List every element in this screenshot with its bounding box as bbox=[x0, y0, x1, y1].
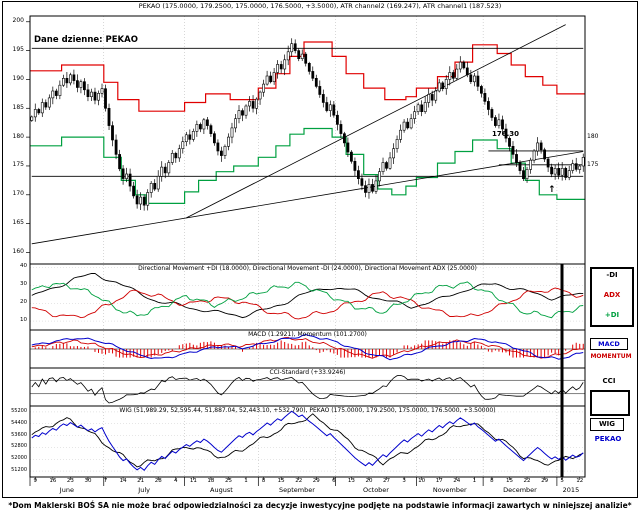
day-tick-label: 17 bbox=[435, 477, 443, 484]
wig-ytick: 55200 bbox=[11, 407, 27, 414]
day-tick-label: 18 bbox=[207, 477, 215, 484]
day-tick-label: 16 bbox=[49, 477, 57, 484]
wig-legend-box bbox=[590, 418, 624, 431]
data-series-label: Dane dzienne: PEKAO bbox=[34, 35, 138, 45]
day-tick-label: 4 bbox=[174, 477, 178, 484]
day-tick-label: 22 bbox=[523, 477, 531, 484]
day-tick-label: 13 bbox=[347, 477, 355, 484]
day-tick-label: 29 bbox=[541, 477, 549, 484]
day-tick-label: 30 bbox=[84, 477, 92, 484]
wig-ytick: 53600 bbox=[11, 431, 27, 438]
wig-ytick: 52800 bbox=[11, 443, 27, 450]
price-ytick: 160 bbox=[12, 247, 24, 255]
day-tick-label: 14 bbox=[119, 477, 127, 484]
day-tick-label: 7 bbox=[103, 477, 108, 484]
price-ytick: 165 bbox=[12, 219, 24, 227]
price-ytick: 185 bbox=[12, 103, 24, 111]
up-arrow-marker: ↑ bbox=[548, 185, 556, 195]
day-tick-label: 8 bbox=[490, 477, 494, 484]
price-ytick: 170 bbox=[12, 190, 24, 198]
price-ytick: 180 bbox=[12, 132, 24, 140]
disclaimer: *Dom Maklerski BOŚ SA nie może brać odpo… bbox=[8, 501, 632, 510]
day-tick-label: 15 bbox=[277, 477, 285, 484]
cci-panel-title: CCI-Standard (+33.9246) bbox=[269, 368, 346, 376]
price-right-label: 175 bbox=[587, 161, 599, 169]
day-tick-label: 25 bbox=[224, 477, 232, 484]
month-label: October bbox=[362, 486, 389, 494]
day-tick-label: 27 bbox=[383, 477, 391, 484]
macd-panel-title: MACD (1.2921), Momentum (101.2700) bbox=[248, 330, 367, 338]
chart-frame bbox=[2, 1, 638, 498]
day-tick-label: 23 bbox=[66, 477, 74, 484]
wig-ytick: 52000 bbox=[11, 455, 27, 462]
month-label: July bbox=[138, 486, 150, 494]
price-right-label: 180 bbox=[587, 132, 599, 140]
price-ytick: 190 bbox=[12, 74, 24, 82]
day-tick-label: 20 bbox=[365, 477, 373, 484]
adx-ytick: 30 bbox=[20, 281, 27, 288]
day-tick-label: 5 bbox=[560, 477, 564, 484]
macd-label: MACD bbox=[598, 339, 620, 348]
day-tick-label: 8 bbox=[261, 477, 266, 484]
day-tick-label: 11 bbox=[189, 477, 197, 484]
di-legend-box bbox=[590, 267, 634, 327]
price-ytick: 200 bbox=[12, 17, 24, 25]
month-label: September bbox=[278, 486, 315, 494]
indicator-scale-box bbox=[590, 390, 630, 416]
adx-ytick: 10 bbox=[20, 316, 27, 323]
day-tick-label: 24 bbox=[453, 477, 461, 484]
month-label: August bbox=[210, 486, 233, 494]
day-tick-label: 12 bbox=[576, 477, 584, 484]
day-tick-label: 1 bbox=[244, 477, 248, 484]
adx-label: ADX bbox=[603, 291, 621, 299]
momentum-label: MOMENTUM bbox=[590, 353, 632, 360]
wig-ytick: 51200 bbox=[11, 467, 27, 474]
wig-label: WIG bbox=[598, 420, 616, 428]
cci-label: CCI bbox=[602, 377, 616, 385]
adx-ytick: 40 bbox=[20, 263, 27, 270]
month-label: December bbox=[503, 486, 537, 494]
adx-panel-title: Directional Movement +DI (18.0000), Dire… bbox=[138, 265, 477, 272]
day-tick-label: 21 bbox=[137, 477, 145, 484]
day-tick-label: 22 bbox=[295, 477, 303, 484]
macd-legend-box bbox=[590, 338, 628, 350]
day-tick-label: 6 bbox=[332, 477, 336, 484]
day-tick-label: 3 bbox=[402, 477, 406, 484]
day-tick-label: 15 bbox=[505, 477, 513, 484]
day-tick-label: 10 bbox=[418, 477, 426, 484]
minus-di-label: -DI bbox=[606, 271, 618, 279]
wig-ytick: 54400 bbox=[11, 419, 27, 426]
price-annotation: 176.30 bbox=[492, 130, 520, 138]
wig-panel-title: WIG (51,989.29, 52,595.44, 51,887.04, 52… bbox=[119, 406, 496, 414]
month-label: June bbox=[59, 486, 74, 494]
adx-ytick: 20 bbox=[20, 299, 27, 306]
plus-di-label: +DI bbox=[604, 311, 620, 319]
price-ytick: 175 bbox=[12, 161, 24, 169]
month-label: November bbox=[432, 486, 467, 494]
month-label: 2015 bbox=[562, 486, 580, 494]
price-ytick: 195 bbox=[12, 46, 24, 54]
day-tick-label: 1 bbox=[472, 477, 477, 484]
chart-title: PEKAO (175.0000, 179.2500, 175.0000, 176… bbox=[138, 2, 502, 10]
day-tick-label: 28 bbox=[154, 477, 162, 484]
day-tick-label: 29 bbox=[312, 477, 320, 484]
pekao-label: PEKAO bbox=[594, 435, 622, 443]
day-tick-label: 9 bbox=[33, 477, 38, 484]
